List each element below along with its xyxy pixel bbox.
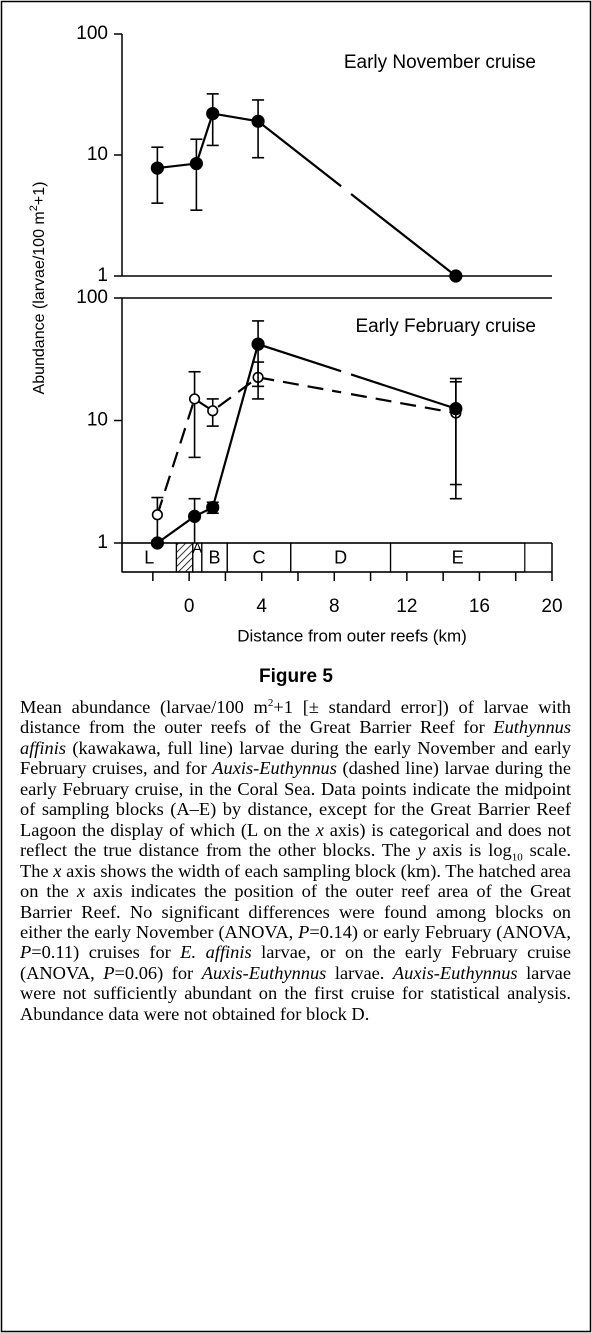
caption-text: E. affinis xyxy=(180,942,252,963)
block-label: C xyxy=(252,547,265,567)
panel-title: Early February cruise xyxy=(355,316,536,337)
caption-text: x xyxy=(76,881,86,902)
x-tick-label: 8 xyxy=(329,596,340,617)
block-label: L xyxy=(144,547,154,567)
caption-text: Mean abundance (larvae/100 m xyxy=(20,697,268,717)
data-point xyxy=(151,509,163,521)
data-point xyxy=(251,337,265,351)
panel-title: Early November cruise xyxy=(344,52,536,73)
caption-text: scale. The xyxy=(20,840,572,881)
block-label: E xyxy=(452,547,464,567)
caption-text: axis indicates the position of the outer… xyxy=(20,881,571,942)
x-axis-label: Distance from outer reefs (km) xyxy=(237,626,467,645)
y-tick-label: 1 xyxy=(97,532,108,553)
caption-text: (kawakawa, full line) larvae during the … xyxy=(20,737,571,779)
caption-text: +1 [± standard error]) of larvae with di… xyxy=(20,697,571,738)
caption-text: larvae, or on the early February cruise … xyxy=(20,942,571,983)
data-point xyxy=(251,114,265,128)
data-point xyxy=(150,161,164,175)
figure-label: Figure 5 xyxy=(259,666,333,687)
caption-text: y xyxy=(417,840,426,861)
y-axis-label-part: +1) xyxy=(31,182,48,206)
y-tick-label: 10 xyxy=(87,410,108,431)
caption-text: P xyxy=(103,962,115,983)
data-point xyxy=(188,393,201,405)
caption-text: axis is log xyxy=(425,840,512,861)
y-axis-label-part: 2 xyxy=(28,205,40,211)
caption-text: =0.11) cruises for xyxy=(31,942,181,963)
caption-text: axis) is categorical and does not reflec… xyxy=(20,819,571,861)
data-point xyxy=(187,509,202,523)
caption-text: 2 xyxy=(267,696,274,709)
caption-text: Euthynnus affinis xyxy=(20,717,571,758)
y-axis-label-part: Abundance (larvae/100 m xyxy=(31,211,48,394)
y-tick-label: 10 xyxy=(87,144,108,165)
caption-text: (dashed line) larvae during the early Fe… xyxy=(20,758,571,840)
error-bar xyxy=(252,320,265,388)
data-point xyxy=(207,405,219,417)
caption-text: larvae were not sufficiently abundant on… xyxy=(20,962,571,1024)
y-axis-label: Abundance (larvae/100 m2+1) xyxy=(28,182,48,395)
x-tick-label: 20 xyxy=(541,596,562,617)
caption-text: Auxis-Euthynnus xyxy=(201,962,327,983)
block-label: A xyxy=(192,540,202,557)
series-line xyxy=(156,342,457,544)
data-point xyxy=(449,402,463,416)
x-tick-label: 12 xyxy=(396,596,417,617)
error-bar xyxy=(188,370,201,459)
data-point xyxy=(206,106,220,121)
caption-text: x xyxy=(315,819,324,840)
x-tick-label: 4 xyxy=(256,596,267,617)
caption: Mean abundance (larvae/100 m2+1 [± stand… xyxy=(20,697,571,1024)
data-point xyxy=(189,156,203,171)
error-bar xyxy=(151,146,164,204)
data-point xyxy=(150,536,164,550)
caption-text: x xyxy=(53,860,62,881)
block-label: B xyxy=(209,547,221,567)
caption-text: 10 xyxy=(511,851,523,864)
error-bar xyxy=(252,99,265,159)
data-point xyxy=(449,269,463,283)
caption-text: larvae. xyxy=(326,962,393,983)
block-label: D xyxy=(334,547,347,567)
y-tick-label: 100 xyxy=(76,23,108,44)
caption-text: =0.06) for xyxy=(114,962,202,983)
sampling-block xyxy=(389,542,526,573)
y-tick-label: 1 xyxy=(97,265,108,286)
y-tick-label: 100 xyxy=(76,287,108,308)
caption-text: axis shows the width of each sampling bl… xyxy=(20,860,571,902)
error-bar xyxy=(190,138,203,211)
series-line xyxy=(157,112,457,277)
caption-text: =0.14) or early February (ANOVA, xyxy=(309,921,572,942)
data-point xyxy=(206,500,220,515)
x-tick-label: 0 xyxy=(184,596,195,617)
caption-text: Auxis-Euthynnus xyxy=(392,962,518,983)
x-tick-label: 16 xyxy=(469,596,490,617)
sampling-block xyxy=(175,542,194,573)
series-line xyxy=(156,376,457,516)
caption-text: Auxis-Euthynnus xyxy=(212,758,337,779)
caption-text: P xyxy=(20,942,32,963)
caption-text: P xyxy=(298,921,310,942)
error-bar xyxy=(449,377,462,486)
